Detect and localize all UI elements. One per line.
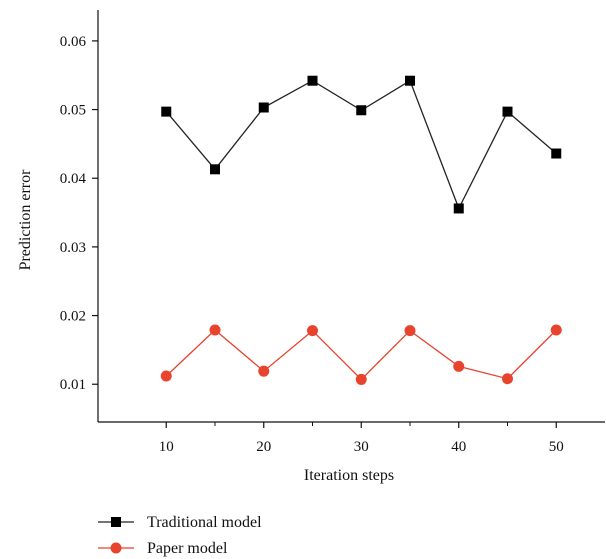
- y-tick-label: 0.04: [60, 171, 87, 187]
- data-point-traditional: [258, 102, 269, 113]
- x-tick-label: 10: [159, 439, 174, 455]
- legend-item-traditional: Traditional model: [98, 514, 262, 531]
- x-tick-label: 40: [451, 439, 466, 455]
- data-point-traditional: [551, 148, 562, 159]
- x-tick-label: 50: [549, 439, 564, 455]
- data-point-traditional: [356, 105, 367, 116]
- data-point-paper: [453, 360, 465, 372]
- series-layer: [160, 75, 562, 385]
- data-point-paper: [258, 365, 270, 377]
- y-tick-label: 0.01: [60, 377, 86, 393]
- legend-marker-paper: [110, 542, 122, 554]
- data-point-traditional: [307, 75, 318, 86]
- data-point-traditional: [453, 203, 464, 214]
- y-tick-label: 0.05: [60, 103, 86, 119]
- data-point-paper: [355, 373, 367, 385]
- data-point-paper: [209, 324, 221, 336]
- axes: [97, 10, 605, 423]
- data-point-traditional: [161, 106, 172, 117]
- data-point-traditional: [405, 75, 415, 86]
- legend-item-paper: Paper model: [98, 540, 228, 557]
- legend-marker-traditional: [111, 517, 121, 527]
- y-axis-title: Prediction error: [17, 169, 34, 271]
- y-tick-label: 0.03: [60, 240, 86, 256]
- data-point-paper: [502, 373, 513, 385]
- data-point-traditional: [210, 164, 220, 175]
- x-tick-label: 20: [256, 439, 271, 455]
- ticks: 0.01 0.02 0.03 0.04 0.05 0.06 10 20 30 40 50: [60, 34, 564, 455]
- series-paper: [160, 324, 562, 385]
- x-axis-title: Iteration steps: [304, 467, 394, 484]
- series-line-paper: [165, 329, 557, 381]
- data-point-paper: [307, 325, 318, 337]
- data-point-paper: [404, 325, 416, 337]
- x-tick-label: 30: [354, 439, 369, 455]
- data-point-traditional: [502, 106, 513, 117]
- legend-label-traditional: Traditional model: [147, 514, 262, 531]
- data-point-paper: [550, 324, 562, 336]
- legend: Traditional model Paper model: [98, 514, 262, 557]
- series-line-traditional: [165, 79, 557, 211]
- y-tick-label: 0.06: [60, 34, 87, 50]
- series-traditional: [161, 75, 562, 214]
- data-point-paper: [160, 370, 172, 382]
- y-tick-label: 0.02: [60, 309, 86, 325]
- legend-label-paper: Paper model: [147, 540, 228, 557]
